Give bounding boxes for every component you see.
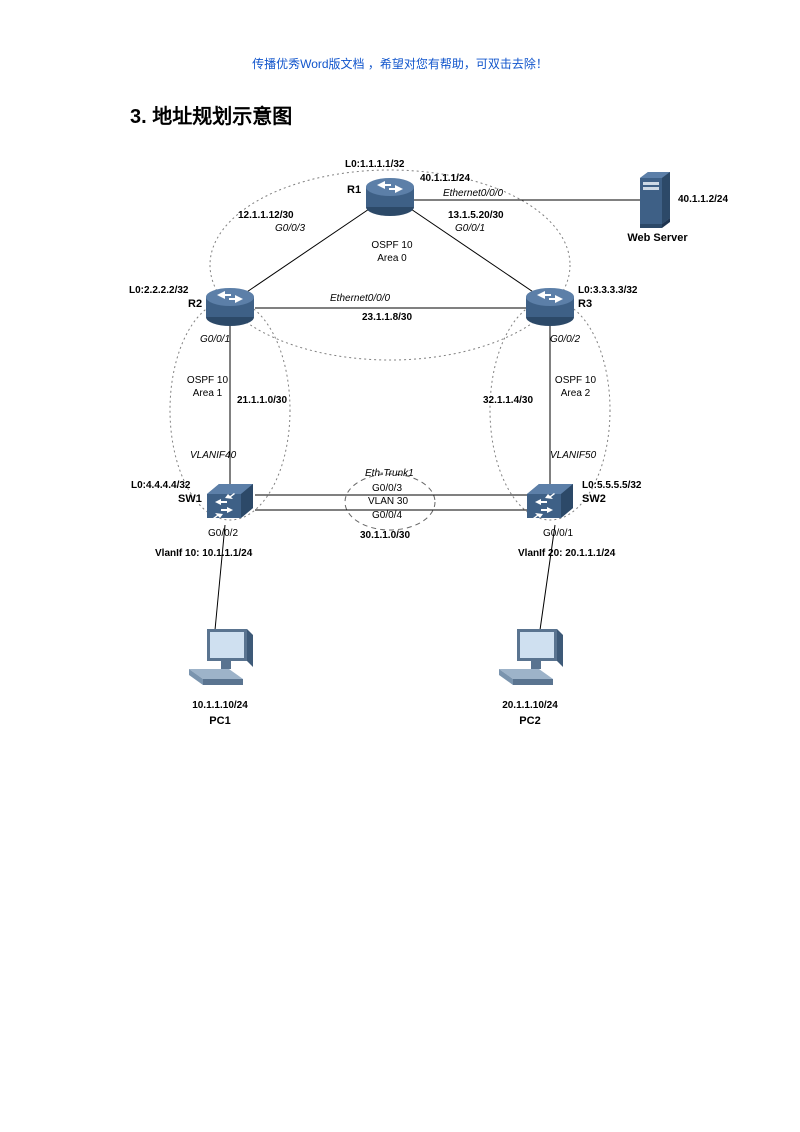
page: 传播优秀Word版文档 ，希望对您有帮助，可双击去除！ 3. 地址规划示意图 (0, 0, 800, 1132)
trunk-port2: G0/0/4 (372, 510, 402, 521)
r3-down-if: G0/0/2 (550, 334, 580, 345)
server-name: Web Server (620, 232, 695, 244)
sw2-down-if: G0/0/1 (543, 528, 573, 539)
area0-sub: Area 0 (362, 253, 422, 264)
switch-sw1-icon (205, 480, 255, 524)
pc1-icon (185, 625, 255, 695)
r1-name: R1 (347, 184, 361, 196)
r1-loopback: L0:1.1.1.1/32 (345, 159, 404, 170)
area1-title: OSPF 10 (180, 375, 235, 386)
sw1-loopback: L0:4.4.4.4/32 (131, 480, 190, 491)
area2-title: OSPF 10 (548, 375, 603, 386)
pc1-ip: 10.1.1.10/24 (175, 700, 265, 711)
trunk-port1: G0/0/3 (372, 483, 402, 494)
pc2-name: PC2 (485, 715, 575, 727)
r3-loopback: L0:3.3.3.3/32 (578, 285, 637, 296)
server-icon (638, 168, 672, 230)
sw2-up-vlanif: VLANIF50 (550, 450, 596, 461)
trunk-vlan: VLAN 30 (368, 496, 408, 507)
sw1-name: SW1 (178, 493, 202, 505)
r2r3-subnet: 23.1.1.8/30 (362, 312, 412, 323)
switch-sw2-icon (525, 480, 575, 524)
r1r3-if: G0/0/1 (455, 223, 485, 234)
sw1-vlanif10: VlanIf 10: 10.1.1.1/24 (155, 548, 252, 559)
r2-down-if: G0/0/1 (200, 334, 230, 345)
pc1-name: PC1 (175, 715, 265, 727)
area0-title: OSPF 10 (362, 240, 422, 251)
router-r2-icon (205, 285, 255, 327)
sw1-up-vlanif: VLANIF40 (190, 450, 236, 461)
trunk-subnet: 30.1.1.0/30 (360, 530, 410, 541)
r1r3-subnet: 13.1.5.20/30 (448, 210, 504, 221)
r2-loopback: L0:2.2.2.2/32 (129, 285, 188, 296)
router-r1-icon (365, 175, 415, 217)
area2-sub: Area 2 (548, 388, 603, 399)
pc2-ip: 20.1.1.10/24 (485, 700, 575, 711)
sw1-down-if: G0/0/2 (208, 528, 238, 539)
header-note: 传播优秀Word版文档 ，希望对您有帮助，可双击去除！ (0, 55, 800, 72)
network-diagram: L0:1.1.1.1/32 R1 40.1.1.1/24 Ethernet0/0… (100, 150, 700, 780)
r2-name: R2 (188, 298, 202, 310)
sw2-vlanif20: VlanIf 20: 20.1.1.1/24 (518, 548, 615, 559)
r2sw1-subnet: 21.1.1.0/30 (237, 395, 287, 406)
sw2-name: SW2 (582, 493, 606, 505)
r3sw2-subnet: 32.1.1.4/30 (483, 395, 533, 406)
r1r2-subnet: 12.1.1.12/30 (238, 210, 294, 221)
r3-name: R3 (578, 298, 592, 310)
sw2-loopback: L0:5.5.5.5/32 (582, 480, 641, 491)
eth-trunk-label: Eth-Trunk1 (365, 468, 414, 479)
r1-eth: Ethernet0/0/0 (443, 188, 503, 199)
pc2-icon (495, 625, 565, 695)
section-title: 3. 地址规划示意图 (130, 100, 292, 129)
r2r3-if: Ethernet0/0/0 (330, 293, 390, 304)
r1-wan-ip: 40.1.1.1/24 (420, 173, 470, 184)
area1-sub: Area 1 (180, 388, 235, 399)
server-ip: 40.1.1.2/24 (678, 194, 728, 205)
router-r3-icon (525, 285, 575, 327)
r1r2-if: G0/0/3 (275, 223, 305, 234)
